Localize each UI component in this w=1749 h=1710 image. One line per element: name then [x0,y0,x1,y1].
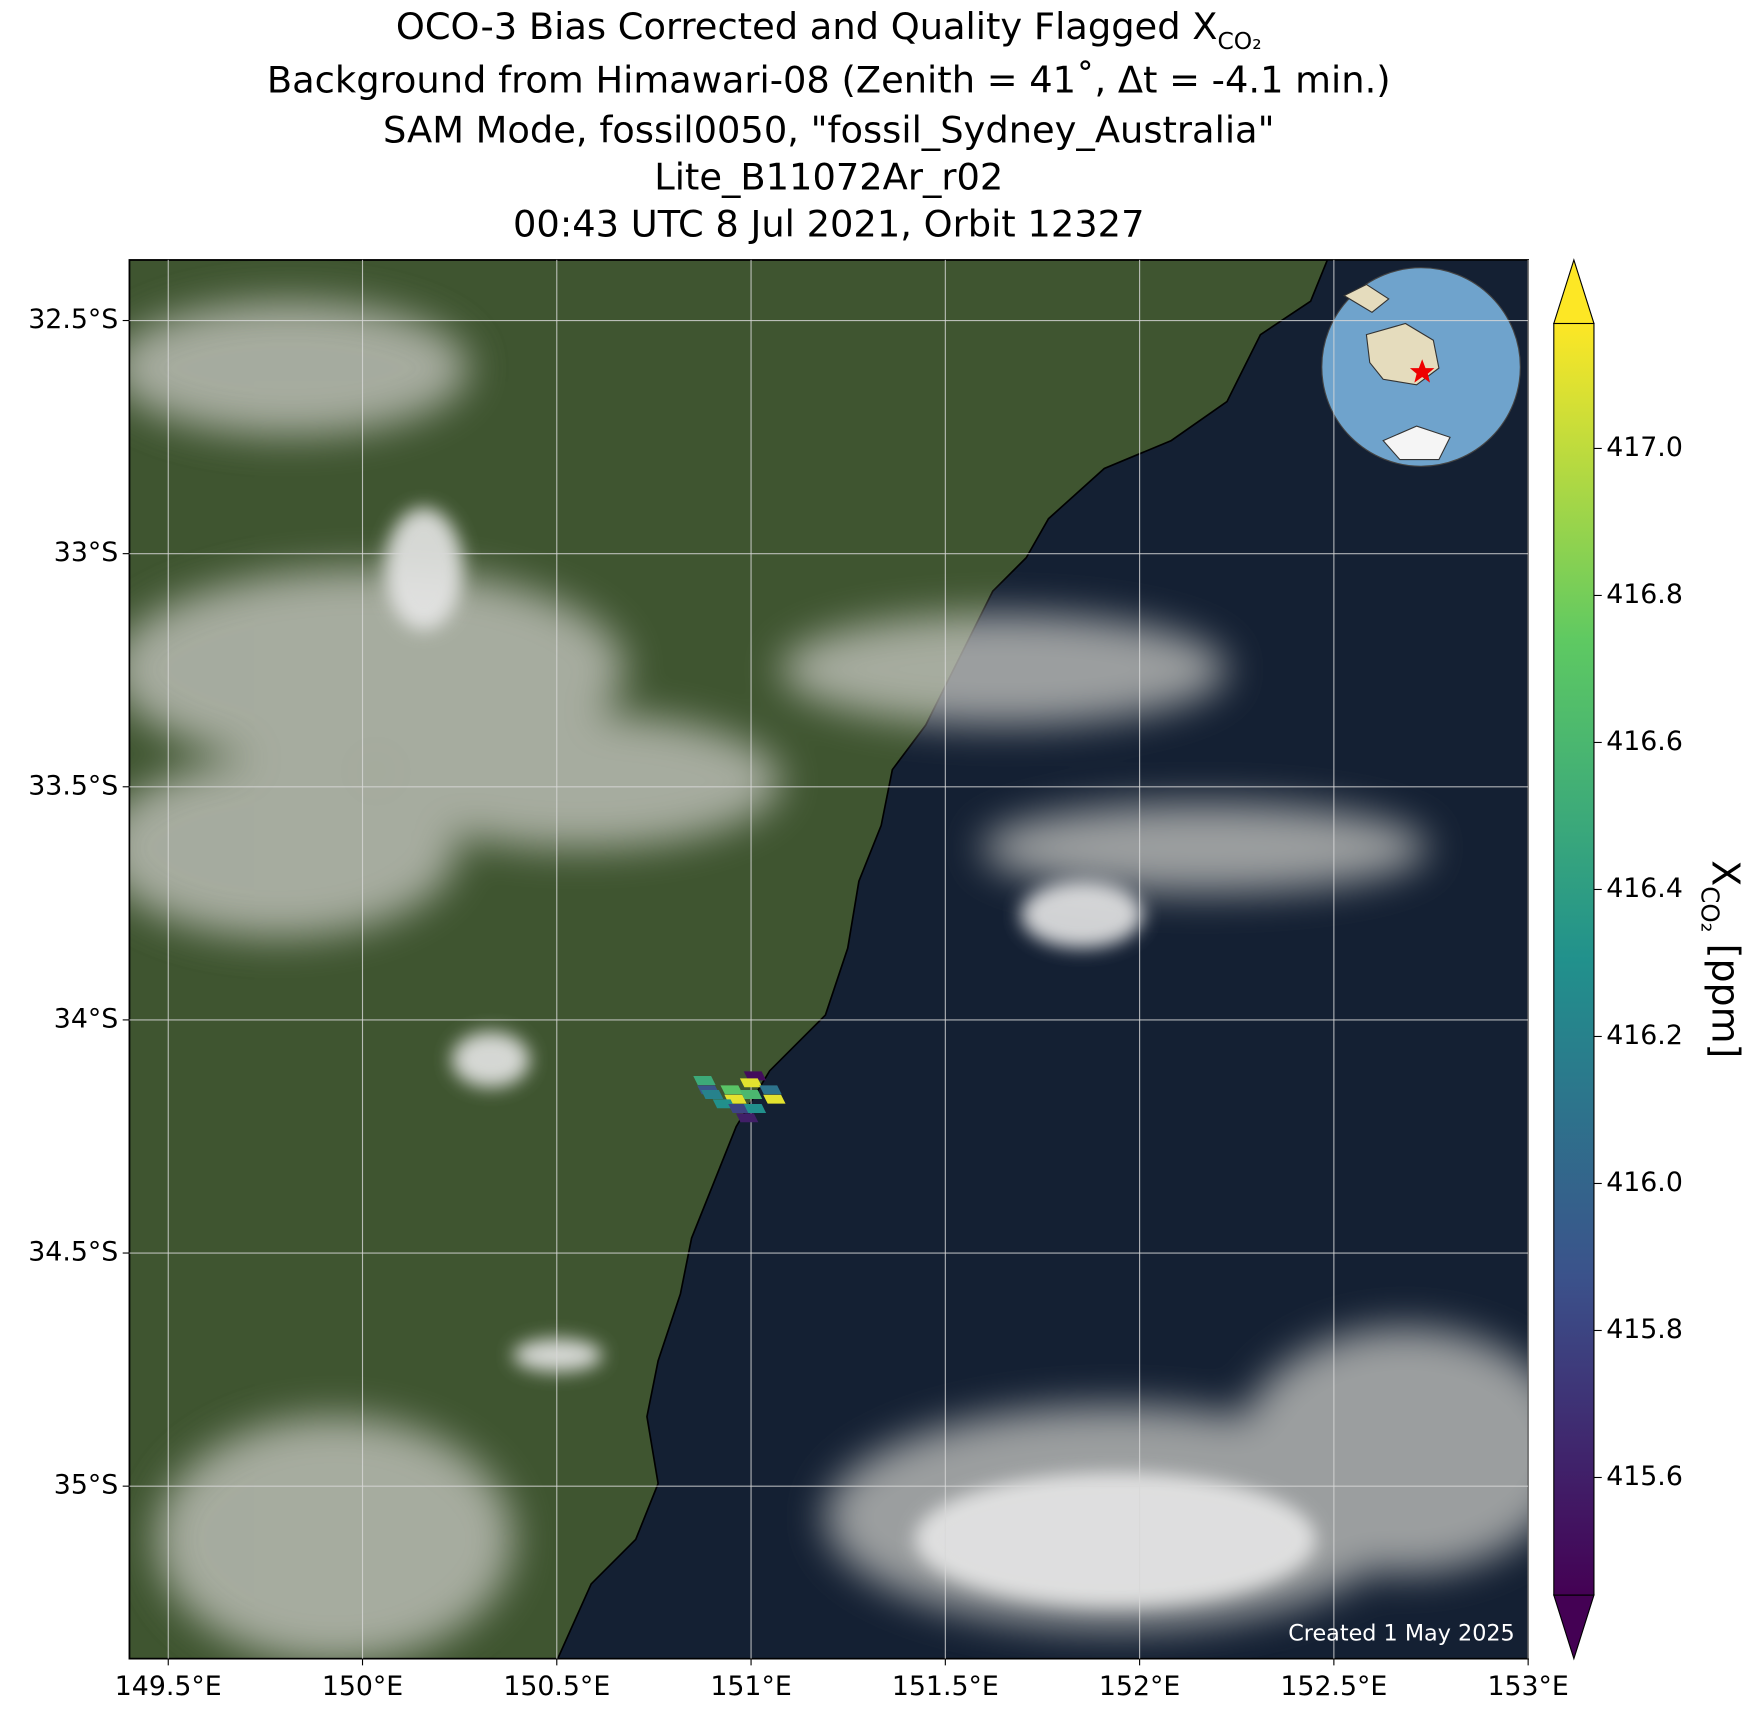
sounding [759,1085,782,1095]
sounding [743,1104,767,1113]
x-tick-label: 151°E [710,1671,791,1702]
x-tick-label: 152°E [1099,1671,1180,1702]
y-tick-label: 35°S [54,1470,118,1501]
title-text: Lite_B11072Ar_r02 [654,155,1003,198]
footnote: Created 1 May 2025 [1288,1621,1515,1647]
title-line: Lite_B11072Ar_r02 [654,155,1003,198]
colorbar-unit: [ppm] [1704,944,1748,1059]
bright-clouds [384,507,1317,1607]
x-tick-label: 152.5°E [1280,1671,1387,1702]
sounding [701,1090,724,1099]
title-subscript: CO₂ [1217,26,1261,54]
sounding [739,1090,763,1099]
title-line: 00:43 UTC 8 Jul 2021, Orbit 12327 [513,202,1144,245]
colorbar-extend-max [1553,258,1595,325]
title-text: OCO-3 Bias Corrected and Quality Flagged… [396,4,1218,47]
colorbar-tick-label: 416.0 [1606,1167,1683,1198]
colorbar-tick-label: 415.6 [1606,1461,1683,1492]
title-text: 00:43 UTC 8 Jul 2021, Orbit 12327 [513,202,1144,245]
x-tick-label: 150°E [322,1671,403,1702]
y-tick-label: 33°S [54,537,118,568]
sounding [743,1071,767,1081]
colorbar-tick-label: 417.0 [1606,432,1683,463]
colorbar [1553,323,1594,1596]
sounding [763,1094,786,1104]
y-tick-label: 34.5°S [28,1237,118,1268]
colorbar-tick-label: 416.2 [1606,1020,1683,1051]
colorbar-tick-label: 415.8 [1606,1314,1683,1345]
colorbar-extend-min [1553,1594,1595,1661]
title-text: SAM Mode, fossil0050, "fossil_Sydney_Aus… [383,108,1275,151]
sounding [720,1085,743,1095]
y-tick-label: 32.5°S [28,304,118,335]
title-text: Background from Himawari-08 (Zenith = 41… [267,58,1391,101]
colorbar-label-main: X [1704,860,1748,886]
basemap [129,259,1529,1659]
title-line: OCO-3 Bias Corrected and Quality Flagged… [396,4,1262,54]
colorbar-tick-label: 416.8 [1606,579,1683,610]
y-tick-label: 34°S [54,1003,118,1034]
x-tick-label: 153°E [1487,1671,1568,1702]
colorbar-tick-label: 416.4 [1606,873,1683,904]
colorbar-label-sub: CO₂ [1696,886,1725,932]
title: OCO-3 Bias Corrected and Quality Flagged… [267,4,1391,244]
x-tick-label: 151.5°E [892,1671,999,1702]
x-tick-label: 149.5°E [115,1671,222,1702]
colorbar-tick-label: 416.6 [1606,726,1683,757]
y-tick-label: 33.5°S [28,770,118,801]
title-line: SAM Mode, fossil0050, "fossil_Sydney_Aus… [383,108,1275,151]
sounding [736,1113,759,1123]
inset-globe [1321,267,1521,467]
colorbar-label: XCO₂ [ppm] [1696,860,1748,1058]
x-tick-label: 150.5°E [503,1671,610,1702]
colorbar-frame [1553,322,1595,1596]
site-marker [1409,359,1435,383]
title-line: Background from Himawari-08 (Zenith = 41… [267,58,1391,101]
sounding [739,1078,763,1088]
sounding [693,1076,716,1085]
